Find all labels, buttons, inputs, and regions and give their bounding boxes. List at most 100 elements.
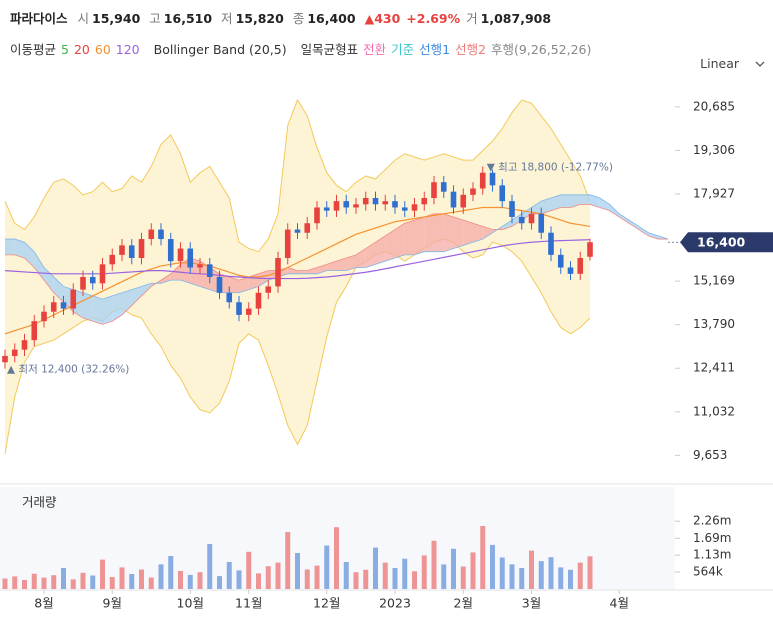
cloud-segment	[287, 267, 298, 274]
candle-body	[89, 276, 96, 284]
candle-body	[80, 276, 86, 290]
volume-bar	[363, 569, 369, 589]
volume-bar	[158, 564, 164, 589]
volume-title: 거래량	[22, 495, 57, 510]
candle-body	[411, 204, 418, 211]
cloud-segment	[385, 229, 395, 262]
cloud-segment	[395, 223, 405, 259]
volume-bar	[217, 576, 222, 589]
legend-span1[interactable]: 선행1	[419, 42, 451, 57]
legend-bollinger[interactable]: Bollinger Band (20,5)	[153, 42, 287, 57]
cloud-segment	[307, 267, 317, 274]
volume-bar	[568, 569, 573, 589]
candle-body	[567, 267, 574, 274]
high-label: 고	[149, 11, 161, 26]
cloud-segment	[24, 242, 35, 268]
volume-bar	[402, 558, 408, 589]
volume-bar	[41, 577, 47, 589]
cloud-segment	[229, 276, 239, 293]
volume-bar	[31, 573, 37, 589]
change: ▲430	[364, 11, 401, 26]
volume-bar	[548, 557, 554, 589]
bollinger-upper	[4, 98, 591, 253]
volume-bar	[304, 569, 310, 589]
candle-body	[236, 302, 242, 315]
cloud-segment	[5, 239, 15, 255]
volume-bar	[334, 527, 339, 589]
candle-body	[128, 245, 135, 259]
candle-body	[392, 201, 398, 208]
y-tick-label: 11,032	[693, 404, 735, 418]
legend-ma5[interactable]: 5	[61, 42, 69, 57]
volume-bar	[470, 552, 476, 589]
candle-body	[440, 182, 447, 192]
legend-lagging[interactable]: 후행(9,26,52,26)	[491, 42, 592, 57]
cloud-segment	[92, 295, 103, 325]
cloud-segment	[580, 194, 590, 205]
volume-bar	[490, 544, 495, 589]
high-value: 16,510	[163, 11, 213, 26]
cloud-segment	[570, 194, 581, 208]
open-label: 시	[77, 11, 90, 26]
cloud-segment	[131, 286, 142, 306]
volume-bar	[538, 561, 544, 589]
candle-body	[177, 248, 184, 262]
candle-body	[587, 242, 593, 257]
indicator-legend: 이동평균 5 20 60 120 Bollinger Band (20,5) 일…	[10, 39, 596, 58]
legend-ma120[interactable]: 120	[115, 42, 140, 57]
cloud-segment	[404, 220, 415, 255]
scale-mode[interactable]: Linear	[700, 56, 739, 71]
volume-bar	[314, 565, 320, 589]
cloud-segment	[365, 242, 376, 268]
candle-body	[362, 197, 369, 205]
candle-body	[187, 248, 194, 268]
volume-bar	[100, 559, 105, 589]
volume-bar	[412, 571, 417, 589]
volume-y-tick-label: 2.26m	[693, 514, 731, 528]
candle-body	[548, 232, 554, 255]
cloud-segment	[239, 276, 249, 293]
cloud-segment	[512, 213, 522, 227]
quote-header: 파라다이스 시 15,940 고 16,510 저 15,820 종 16,400 ▲4…	[10, 8, 560, 27]
cloud-segment	[102, 295, 113, 325]
volume-label: 거	[466, 11, 478, 26]
candle-body	[265, 286, 272, 293]
legend-span2[interactable]: 선행2	[455, 42, 487, 57]
x-tick-label: 4월	[610, 596, 629, 611]
candle-body	[21, 340, 28, 350]
candle-body	[450, 191, 457, 208]
cloud-segment	[551, 194, 561, 211]
candle-body	[382, 201, 389, 205]
candle-body	[431, 182, 437, 198]
candle-body	[304, 223, 311, 233]
volume-bar	[499, 557, 505, 589]
volume-bar	[70, 579, 76, 589]
cloud-segment	[590, 194, 600, 208]
candle-body	[2, 355, 8, 363]
candle-body	[50, 302, 57, 312]
legend-base[interactable]: 기준	[391, 42, 415, 57]
legend-ichimoku[interactable]: 일목균형표	[300, 42, 359, 57]
x-tick-label: 2월	[454, 596, 473, 611]
low-annotation: ▲ 최저 12,400 (32.26%)	[7, 364, 129, 376]
volume-bar	[295, 553, 300, 589]
candle-body	[528, 213, 535, 224]
legend-ma20[interactable]: 20	[73, 42, 90, 57]
legend-conversion[interactable]: 전환	[363, 42, 387, 57]
candle-body	[70, 289, 77, 309]
legend-ma60[interactable]: 60	[94, 42, 111, 57]
candle-body	[460, 194, 467, 208]
cloud-segment	[141, 283, 152, 296]
cloud-span2	[5, 194, 669, 300]
y-tick-label: 15,169	[693, 274, 735, 288]
cloud-segment	[443, 213, 454, 252]
cloud-segment	[531, 201, 542, 214]
legend-ma[interactable]: 이동평균	[10, 42, 57, 57]
volume-bar	[577, 562, 583, 589]
cloud-segment	[648, 232, 659, 240]
volume-bar	[80, 572, 86, 589]
volume-bar	[207, 544, 213, 589]
cloud-segment	[453, 216, 464, 249]
volume-bar	[265, 566, 271, 589]
